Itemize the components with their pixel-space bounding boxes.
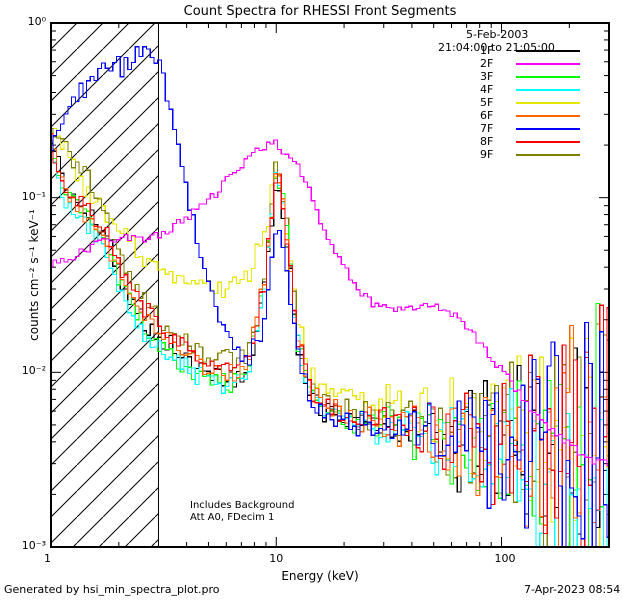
footer-generated-by: Generated by hsi_min_spectra_plot.pro — [4, 583, 220, 596]
legend-item-3f: 3F — [480, 70, 590, 83]
legend-color-swatch — [516, 63, 580, 65]
legend-color-swatch — [516, 50, 580, 52]
legend-color-swatch — [516, 89, 580, 91]
legend-color-swatch — [516, 115, 580, 117]
y-tick-label: 10⁻² — [21, 364, 46, 378]
legend-label: 5F — [480, 96, 494, 109]
legend-label: 2F — [480, 57, 494, 70]
legend-color-swatch — [516, 128, 580, 130]
legend-color-swatch — [516, 141, 580, 143]
x-tick-label: 10 — [269, 552, 284, 565]
annotation-background: Includes Background — [190, 500, 295, 511]
legend-item-8f: 8F — [480, 135, 590, 148]
x-tick-label: 100 — [494, 552, 516, 565]
legend-item-5f: 5F — [480, 96, 590, 109]
legend-label: 8F — [480, 135, 494, 148]
legend-color-swatch — [516, 76, 580, 78]
series-line-8f — [51, 133, 609, 547]
legend-item-7f: 7F — [480, 122, 590, 135]
observation-date: 5-Feb-2003 — [466, 28, 529, 41]
legend-item-1f: 1F — [480, 44, 590, 57]
legend-label: 1F — [480, 44, 494, 57]
series-line-7f — [51, 46, 609, 547]
legend-label: 3F — [480, 70, 494, 83]
y-axis-label: counts cm⁻² s⁻¹ keV⁻¹ — [27, 209, 41, 341]
legend-label: 4F — [480, 83, 494, 96]
legend-color-swatch — [516, 102, 580, 104]
legend-label: 7F — [480, 122, 494, 135]
page-title: Count Spectra for RHESSI Front Segments — [183, 4, 457, 19]
annotation-attenuator: Att A0, FDecim 1 — [190, 512, 275, 523]
x-tick-label: 1 — [44, 552, 51, 565]
legend-color-swatch — [516, 154, 580, 156]
legend-item-9f: 9F — [480, 148, 590, 161]
y-tick-label: 10⁰ — [27, 15, 46, 28]
y-tick-label: 10⁻³ — [21, 539, 46, 552]
plot-canvas — [51, 23, 609, 547]
legend-item-4f: 4F — [480, 83, 590, 96]
x-axis-label: Energy (keV) — [281, 569, 359, 583]
plot-area — [50, 22, 610, 548]
legend-label: 6F — [480, 109, 494, 122]
series-line-2f — [51, 139, 609, 466]
y-tick-label: 10⁻¹ — [21, 189, 46, 203]
legend-label: 9F — [480, 148, 494, 161]
legend: 1F 2F 3F 4F 5F 6F 7F 8F 9F — [480, 44, 590, 161]
footer-generated-date: 7-Apr-2023 08:54 — [524, 583, 621, 596]
legend-item-6f: 6F — [480, 109, 590, 122]
legend-item-2f: 2F — [480, 57, 590, 70]
